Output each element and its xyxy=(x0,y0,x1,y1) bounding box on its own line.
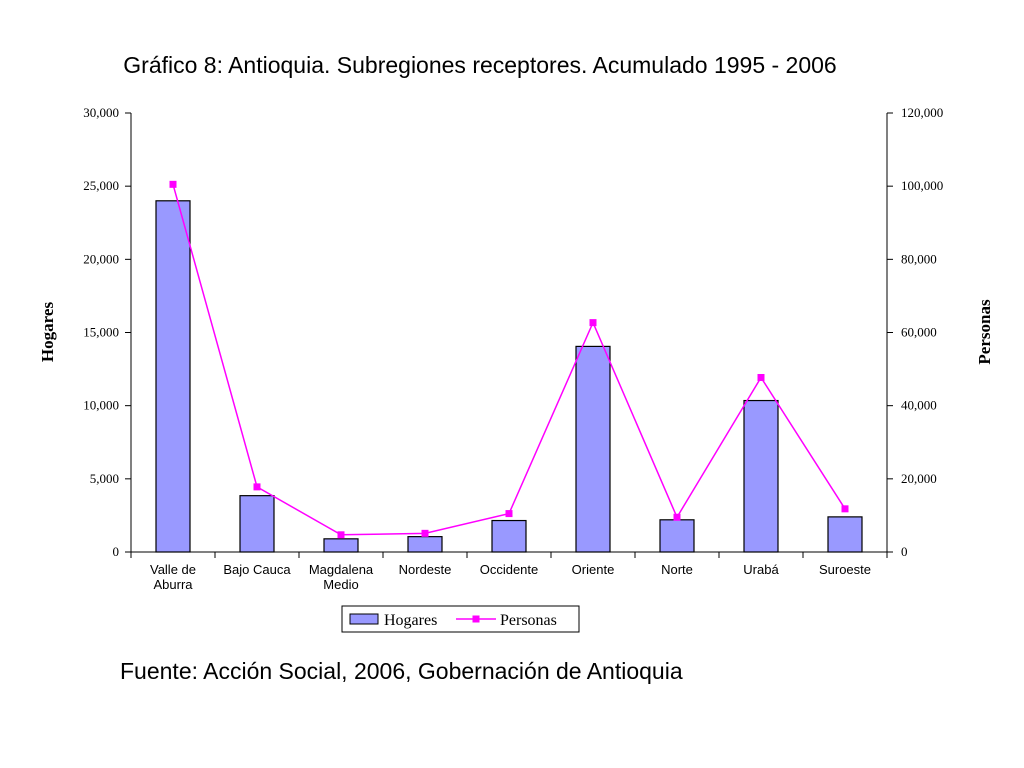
x-tick-label: Magdalena xyxy=(309,562,374,577)
legend-label: Hogares xyxy=(384,612,437,629)
x-tick-label: Bajo Cauca xyxy=(223,562,291,577)
bar xyxy=(155,200,191,553)
y2-tick-label: 0 xyxy=(901,544,908,559)
x-tick-label: Nordeste xyxy=(399,562,452,577)
x-tick-label: Suroeste xyxy=(819,562,871,577)
legend-label: Personas xyxy=(500,612,557,629)
line-series xyxy=(169,180,849,539)
y-tick-label: 20,000 xyxy=(83,251,119,266)
data-point xyxy=(589,319,597,327)
x-tick-label: Norte xyxy=(661,562,693,577)
y-tick-label: 5,000 xyxy=(90,471,119,486)
legend-swatch-marker xyxy=(472,615,480,623)
y2-axis-title: Personas xyxy=(975,299,994,365)
y2-tick-label: 40,000 xyxy=(901,398,937,413)
x-tick-label: Occidente xyxy=(480,562,539,577)
data-point xyxy=(421,529,429,537)
y2-tick-label: 60,000 xyxy=(901,325,937,340)
bar-series xyxy=(155,200,863,553)
bar xyxy=(491,519,527,553)
y-tick-label: 0 xyxy=(113,544,120,559)
bar xyxy=(827,516,863,553)
y-tick-label: 15,000 xyxy=(83,325,119,340)
y2-tick-label: 100,000 xyxy=(901,178,943,193)
y-tick-label: 10,000 xyxy=(83,398,119,413)
x-tick-label: Aburra xyxy=(153,577,193,592)
data-point xyxy=(673,513,681,521)
x-tick-label: Urabá xyxy=(743,562,779,577)
data-point xyxy=(253,483,261,491)
x-tick-label: Valle de xyxy=(150,562,196,577)
legend-swatch-bar xyxy=(349,613,379,625)
y2-tick-label: 20,000 xyxy=(901,471,937,486)
y-tick-label: 25,000 xyxy=(83,178,119,193)
source-note: Fuente: Acción Social, 2006, Gobernación… xyxy=(120,658,683,684)
data-point xyxy=(169,180,177,188)
data-point xyxy=(841,505,849,513)
x-tick-label: Medio xyxy=(323,577,358,592)
bar xyxy=(239,495,275,553)
x-tick-label: Oriente xyxy=(572,562,615,577)
bar xyxy=(575,345,611,553)
bar xyxy=(743,399,779,553)
legend: Hogares Personas xyxy=(341,605,580,633)
y-axis-title: Hogares xyxy=(38,302,57,363)
chart-title: Gráfico 8: Antioquia. Subregiones recept… xyxy=(123,52,837,78)
data-point xyxy=(337,531,345,539)
y-tick-label: 30,000 xyxy=(83,105,119,120)
data-point xyxy=(505,510,513,518)
data-point xyxy=(757,373,765,381)
bar xyxy=(659,519,695,553)
y2-tick-label: 120,000 xyxy=(901,105,943,120)
bar xyxy=(323,538,359,553)
tick-labels: 0 5,000 10,000 15,000 20,000 25,000 30,000 0 20,… xyxy=(83,105,943,592)
bar xyxy=(407,536,443,553)
y2-tick-label: 80,000 xyxy=(901,251,937,266)
